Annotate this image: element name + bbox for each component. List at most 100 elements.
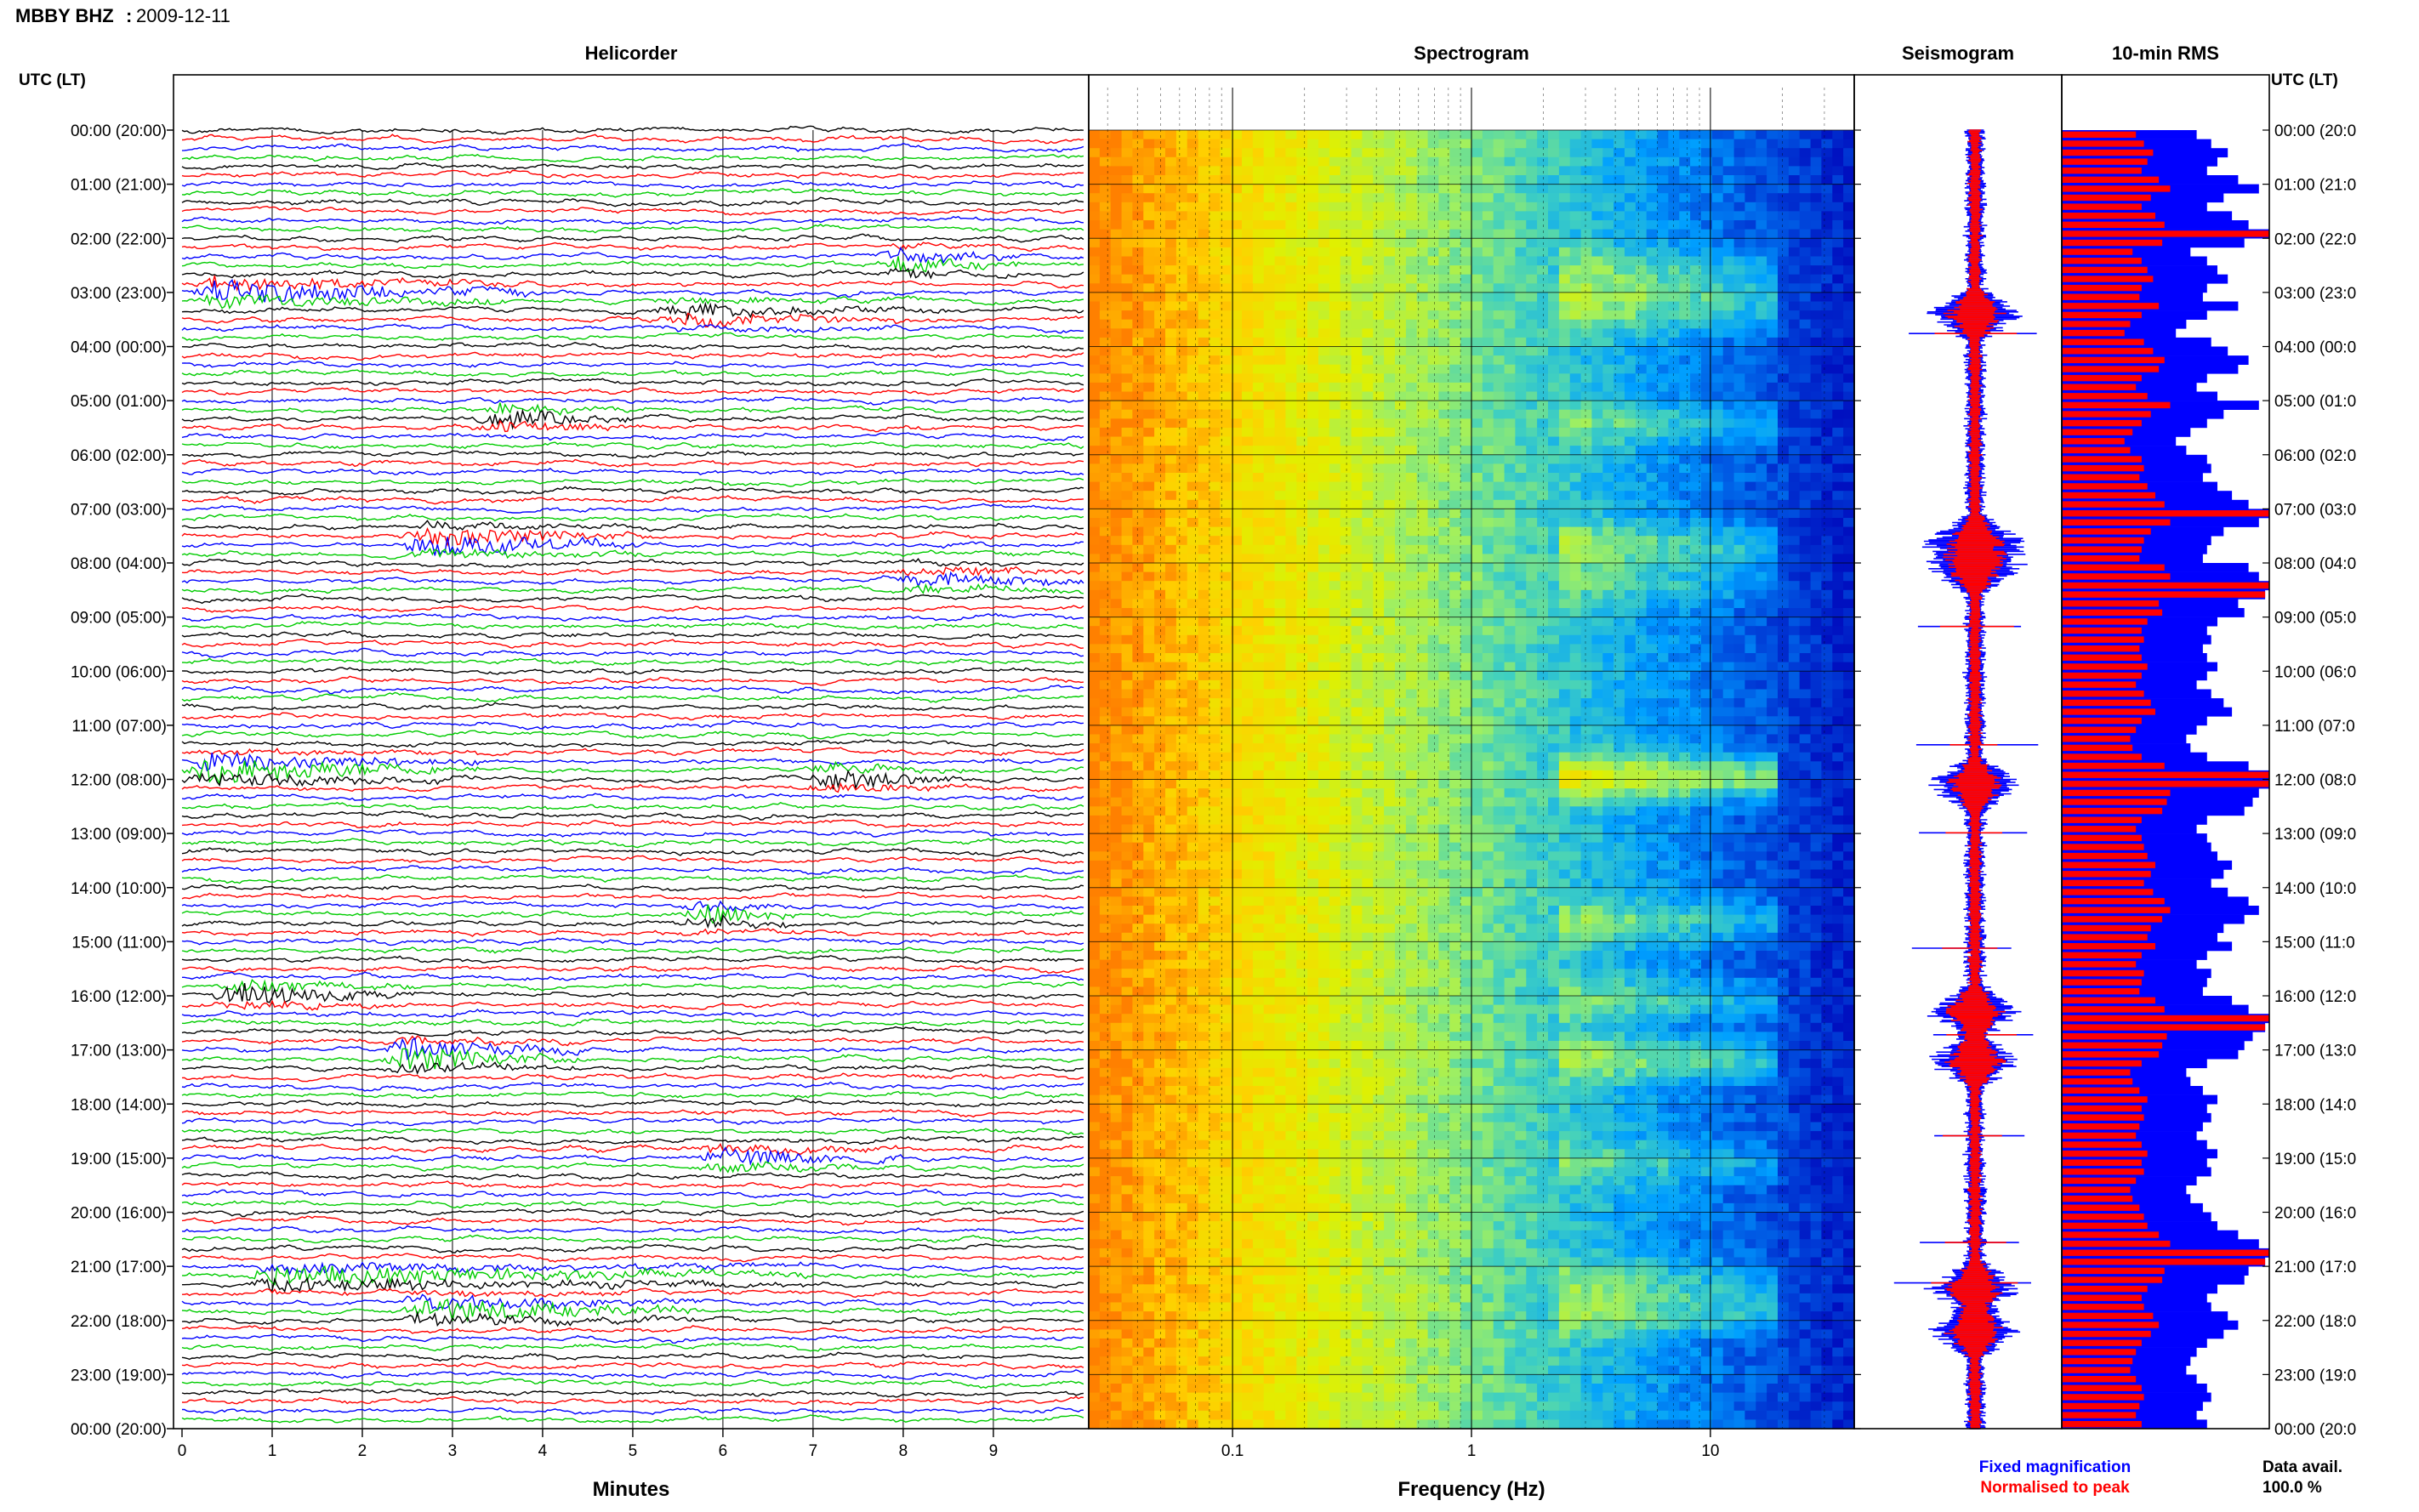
- spectrogram-cell: [1625, 481, 1636, 492]
- spectrogram-cell: [1569, 427, 1582, 438]
- spectrogram-cell: [1625, 220, 1636, 230]
- spectrogram-cell: [1646, 139, 1659, 149]
- spectrogram-cell: [1089, 274, 1101, 284]
- spectrogram-cell: [1165, 653, 1177, 663]
- spectrogram-cell: [1449, 446, 1461, 456]
- spectrogram-cell: [1625, 382, 1636, 393]
- spectrogram-cell: [1602, 391, 1614, 401]
- spectrogram-cell: [1832, 166, 1844, 176]
- spectrogram-cell: [1690, 716, 1702, 726]
- spectrogram-cell: [1679, 328, 1691, 338]
- spectrogram-cell: [1625, 671, 1636, 681]
- spectrogram-cell: [1602, 301, 1614, 311]
- spectrogram-cell: [1089, 355, 1101, 366]
- spectrogram-cell: [1646, 274, 1659, 284]
- spectrogram-cell: [1526, 698, 1538, 708]
- spectrogram-cell: [1231, 581, 1243, 591]
- spectrogram-cell: [1089, 220, 1101, 230]
- spectrogram-cell: [1296, 184, 1308, 194]
- spectrogram-cell: [1788, 418, 1801, 429]
- spectrogram-cell: [1175, 544, 1188, 554]
- spectrogram-cell: [1711, 707, 1724, 717]
- spectrogram-cell: [1351, 401, 1363, 411]
- spectrogram-cell: [1471, 689, 1483, 699]
- spectrogram-cell: [1285, 409, 1297, 419]
- spectrogram-cell: [1821, 581, 1833, 591]
- spectrogram-cell: [1657, 220, 1670, 230]
- spectrogram-cell: [1307, 256, 1319, 266]
- spectrogram-cell: [1767, 220, 1779, 230]
- spectrogram-cell: [1471, 292, 1483, 303]
- spectrogram-cell: [1832, 446, 1844, 456]
- spectrogram-cell: [1296, 175, 1308, 185]
- spectrogram-cell: [1504, 509, 1517, 519]
- spectrogram-cell: [1296, 391, 1308, 401]
- spectrogram-cell: [1614, 644, 1625, 654]
- spectrogram-cell: [1220, 184, 1232, 194]
- spectrogram-cell: [1701, 238, 1713, 248]
- spectrogram-cell: [1504, 634, 1517, 645]
- spectrogram-cell: [1668, 355, 1680, 366]
- helicorder-trace: [181, 477, 1084, 487]
- spectrogram-cell: [1252, 581, 1265, 591]
- spectrogram-cell: [1362, 418, 1374, 429]
- spectrogram-cell: [1799, 156, 1812, 167]
- spectrogram-cell: [1526, 337, 1538, 348]
- spectrogram-cell: [1526, 319, 1538, 329]
- spectrogram-cell: [1799, 220, 1812, 230]
- spectrogram-cell: [1460, 481, 1472, 492]
- spectrogram-cell: [1580, 617, 1593, 627]
- spectrogram-cell: [1405, 734, 1418, 744]
- spectrogram-cell: [1788, 698, 1801, 708]
- spectrogram-cell: [1296, 671, 1308, 681]
- spectrogram-cell: [1089, 373, 1101, 384]
- spectrogram-cell: [1646, 689, 1659, 699]
- spectrogram-cell: [1449, 463, 1461, 474]
- spectrogram-cell: [1733, 499, 1746, 509]
- helicorder-trace: [181, 323, 1084, 334]
- helicorder-trace: [181, 913, 1084, 929]
- spectrogram-cell: [1143, 364, 1155, 374]
- spectrogram-cell: [1668, 509, 1680, 519]
- spectrogram-cell: [1220, 382, 1232, 393]
- spectrogram-cell: [1296, 220, 1308, 230]
- spectrogram-cell: [1799, 481, 1812, 492]
- spectrogram-cell: [1788, 644, 1801, 654]
- spectrogram-cell: [1296, 193, 1308, 203]
- spectrogram-cell: [1701, 139, 1713, 149]
- spectrogram-cell: [1690, 427, 1702, 438]
- spectrogram-cell: [1690, 617, 1702, 627]
- spectrogram-cell: [1132, 328, 1144, 338]
- spectrogram-cell: [1209, 698, 1221, 708]
- spectrogram-cell: [1745, 364, 1756, 374]
- helicorder-trace: [181, 1414, 1084, 1424]
- spectrogram-cell: [1504, 491, 1517, 501]
- spectrogram-cell: [1460, 256, 1472, 266]
- spectrogram-cell: [1548, 274, 1560, 284]
- spectrogram-cell: [1526, 193, 1538, 203]
- spectrogram-cell: [1756, 653, 1767, 663]
- spectrogram-cell: [1351, 563, 1363, 573]
- spectrogram-cell: [1537, 526, 1549, 537]
- spectrogram-cell: [1471, 247, 1483, 258]
- spectrogram-cell: [1438, 355, 1450, 366]
- spectrogram-cell: [1154, 725, 1166, 736]
- spectrogram-cell: [1537, 211, 1549, 221]
- spectrogram-cell: [1165, 589, 1177, 600]
- spectrogram-cell: [1756, 202, 1767, 212]
- spectrogram-cell: [1132, 563, 1144, 573]
- spectrogram-cell: [1307, 454, 1319, 464]
- spectrogram-cell: [1569, 238, 1582, 248]
- spectrogram-cell: [1089, 716, 1101, 726]
- spectrogram-cell: [1526, 373, 1538, 384]
- spectrogram-cell: [1384, 184, 1396, 194]
- spectrogram-cell: [1668, 626, 1680, 636]
- spectrogram-cell: [1143, 401, 1155, 411]
- spectrogram-cell: [1110, 499, 1123, 509]
- spectrogram-cell: [1614, 409, 1625, 419]
- spectrogram-cell: [1832, 589, 1844, 600]
- spectrogram-cell: [1635, 563, 1648, 573]
- spectrogram-cell: [1263, 581, 1276, 591]
- spectrogram-cell: [1187, 473, 1199, 483]
- spectrogram-cell: [1646, 328, 1659, 338]
